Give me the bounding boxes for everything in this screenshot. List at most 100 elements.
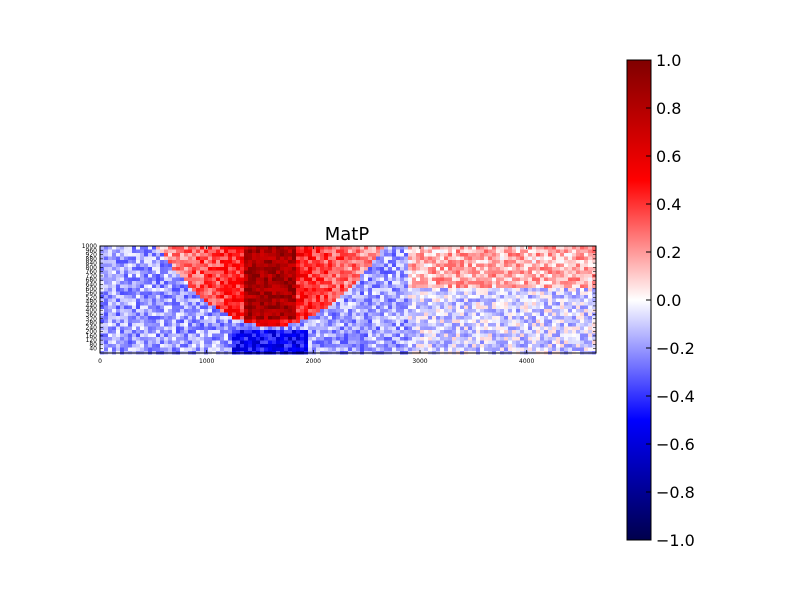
heatmap-cell: [376, 312, 380, 316]
heatmap-cell: [444, 277, 448, 281]
heatmap-cell: [448, 309, 452, 313]
heatmap-cell: [196, 309, 200, 313]
heatmap-cell: [372, 270, 376, 274]
heatmap-cell: [428, 253, 432, 257]
heatmap-cell: [468, 256, 472, 260]
heatmap-cell: [432, 249, 436, 253]
heatmap-cell: [448, 333, 452, 337]
heatmap-cell: [300, 288, 304, 292]
heatmap-cell: [236, 253, 240, 257]
heatmap-cell: [244, 319, 248, 323]
heatmap-cell: [300, 295, 304, 299]
heatmap-cell: [384, 295, 388, 299]
heatmap-cell: [472, 295, 476, 299]
heatmap-cell: [248, 326, 252, 330]
heatmap-cell: [548, 260, 552, 264]
heatmap-cell: [408, 270, 412, 274]
heatmap-cell: [380, 326, 384, 330]
heatmap-cell: [528, 249, 532, 253]
heatmap-cell: [464, 326, 468, 330]
heatmap-cell: [280, 295, 284, 299]
heatmap-cell: [372, 253, 376, 257]
heatmap-cell: [216, 316, 220, 320]
heatmap-cell: [500, 347, 504, 351]
colorbar-tick-label: −0.8: [656, 483, 695, 502]
heatmap-cell: [328, 330, 332, 334]
heatmap-cell: [520, 309, 524, 313]
y-tick-label: 440: [86, 303, 98, 310]
heatmap-cell: [228, 249, 232, 253]
heatmap-cell: [100, 295, 104, 299]
heatmap-cell: [552, 347, 556, 351]
heatmap-cell: [212, 298, 216, 302]
heatmap-cell: [116, 249, 120, 253]
heatmap-cell: [228, 337, 232, 341]
heatmap-cell: [208, 288, 212, 292]
heatmap-cell: [372, 281, 376, 285]
heatmap-cell: [444, 284, 448, 288]
heatmap-cell: [232, 344, 236, 348]
heatmap-cell: [304, 312, 308, 316]
heatmap-cell: [520, 246, 524, 250]
heatmap-cell: [184, 298, 188, 302]
heatmap-cell: [428, 326, 432, 330]
heatmap-cell: [192, 344, 196, 348]
heatmap-cell: [488, 281, 492, 285]
heatmap-cell: [484, 330, 488, 334]
heatmap-cell: [324, 337, 328, 341]
heatmap-cell: [188, 340, 192, 344]
heatmap-cell: [364, 319, 368, 323]
heatmap-cell: [212, 337, 216, 341]
heatmap-cell: [152, 246, 156, 250]
heatmap-cell: [432, 298, 436, 302]
heatmap-cell: [140, 281, 144, 285]
heatmap-cell: [372, 284, 376, 288]
heatmap-cell: [104, 340, 108, 344]
heatmap-cell: [100, 281, 104, 285]
heatmap-cell: [416, 344, 420, 348]
heatmap-cell: [272, 298, 276, 302]
heatmap-cell: [368, 302, 372, 306]
heatmap-cell: [252, 256, 256, 260]
heatmap-cell: [404, 305, 408, 309]
heatmap-cell: [320, 263, 324, 267]
heatmap-cell: [288, 267, 292, 271]
heatmap-cell: [124, 288, 128, 292]
heatmap-cell: [404, 284, 408, 288]
heatmap-cell: [400, 281, 404, 285]
heatmap-cell: [316, 256, 320, 260]
heatmap-cell: [524, 347, 528, 351]
heatmap-cell: [204, 340, 208, 344]
heatmap-cell: [176, 274, 180, 278]
heatmap-cell: [364, 256, 368, 260]
heatmap-cell: [200, 298, 204, 302]
heatmap-cell: [100, 256, 104, 260]
heatmap-cell: [212, 295, 216, 299]
heatmap-cell: [480, 347, 484, 351]
heatmap-cell: [220, 249, 224, 253]
heatmap-cell: [392, 267, 396, 271]
heatmap-cell: [276, 302, 280, 306]
heatmap-cell: [568, 302, 572, 306]
heatmap-cell: [180, 323, 184, 327]
heatmap-cell: [508, 326, 512, 330]
heatmap-cell: [384, 309, 388, 313]
heatmap-cell: [396, 347, 400, 351]
heatmap-cell: [392, 305, 396, 309]
heatmap-cell: [368, 288, 372, 292]
heatmap-cell: [264, 253, 268, 257]
heatmap-cell: [168, 319, 172, 323]
heatmap-cell: [136, 344, 140, 348]
heatmap-cell: [292, 253, 296, 257]
heatmap-cell: [496, 246, 500, 250]
heatmap-cell: [344, 302, 348, 306]
heatmap-cell: [264, 302, 268, 306]
heatmap-cell: [220, 323, 224, 327]
heatmap-cell: [316, 305, 320, 309]
heatmap-cell: [428, 256, 432, 260]
heatmap-cell: [328, 316, 332, 320]
heatmap-cell: [536, 337, 540, 341]
heatmap-cell: [480, 344, 484, 348]
heatmap-cell: [388, 333, 392, 337]
heatmap-cell: [244, 298, 248, 302]
